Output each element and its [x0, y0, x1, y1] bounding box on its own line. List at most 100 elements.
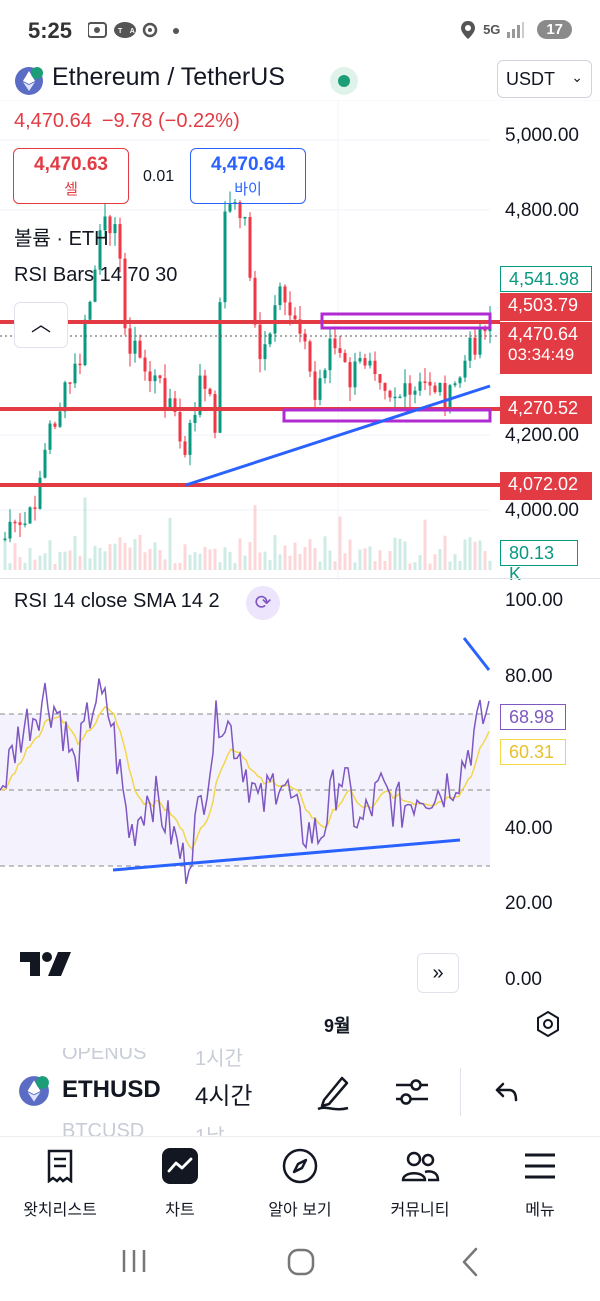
indicator-rsi-label[interactable]: RSI 14 close SMA 14 2: [14, 590, 220, 612]
volume-bar: [253, 505, 257, 570]
candle-body: [263, 344, 267, 360]
candle-body: [438, 383, 442, 393]
candle-body: [83, 319, 87, 366]
volume-bar: [233, 563, 237, 570]
volume-bar: [473, 541, 477, 570]
location-icon: [460, 21, 475, 39]
candle-body: [323, 370, 327, 379]
volume-bar: [213, 548, 217, 570]
ghost-symbol-above: OPENUS: [62, 1048, 147, 1064]
rsi-chart[interactable]: [0, 620, 600, 940]
candle-body: [358, 358, 362, 362]
volume-bar: [458, 560, 462, 570]
rsi-axis-label: 0.00: [505, 969, 542, 990]
recent-apps-icon[interactable]: [120, 1248, 148, 1274]
candle-body: [178, 411, 182, 442]
last-price-tag: 4,470.64: [508, 324, 579, 344]
price-tag-resistance: 4,503.79: [500, 293, 592, 321]
volume-bar: [148, 548, 152, 570]
tradingview-logo-icon: [20, 952, 71, 976]
volume-bar: [343, 553, 347, 570]
volume-bar: [403, 541, 407, 570]
rsi-axis-label: 100.00: [505, 590, 564, 611]
candle-body: [223, 211, 227, 303]
undo-icon[interactable]: [494, 1080, 520, 1104]
toolbar-interval-button[interactable]: 4시간: [195, 1083, 253, 1110]
home-icon[interactable]: [287, 1248, 315, 1276]
candle-body: [443, 383, 447, 409]
candle-body: [388, 390, 392, 398]
notification-icons: TALK: [87, 20, 198, 47]
candle-body: [33, 507, 37, 509]
back-icon[interactable]: [460, 1247, 480, 1277]
volume-bar: [243, 555, 247, 570]
candle-body: [203, 375, 207, 389]
candle-body: [293, 315, 297, 320]
battery-level: 17: [537, 20, 572, 40]
pane-divider[interactable]: [0, 578, 600, 579]
trend-line: [185, 384, 491, 487]
rsi-axis-label: 40.00: [505, 818, 553, 839]
scroll-to-realtime-button[interactable]: »: [417, 953, 459, 993]
volume-tag: 80.13 K: [500, 540, 578, 584]
refresh-icon[interactable]: ⟳: [246, 586, 280, 620]
candle-body: [303, 333, 307, 342]
collapse-indicators-button[interactable]: ︿: [14, 302, 68, 348]
candle-body: [48, 423, 52, 450]
candle-body: [483, 328, 487, 332]
bottom-navigation: [0, 1136, 600, 1223]
price-axis-label: 4,200.00: [505, 425, 579, 446]
currency-select[interactable]: USDT ⌄: [497, 60, 592, 98]
buy-button[interactable]: 4,470.64 바이: [190, 148, 306, 204]
volume-bar: [388, 551, 392, 570]
nav-chart[interactable]: 차트: [120, 1146, 240, 1220]
nav-menu[interactable]: 메뉴: [480, 1146, 600, 1220]
volume-bar: [313, 548, 317, 570]
volume-bar: [268, 559, 272, 570]
candle-body: [253, 277, 257, 325]
candle-body: [353, 361, 357, 388]
volume-bar: [153, 542, 157, 570]
sell-button[interactable]: 4,470.63 셀: [13, 148, 129, 204]
toolbar-divider: [460, 1068, 461, 1116]
nav-explore[interactable]: 알아 보기: [240, 1146, 360, 1220]
nav-watchlist-label: 왓치리스트: [23, 1202, 97, 1219]
candle-body: [298, 319, 302, 334]
candle-body: [43, 449, 47, 478]
volume-bar: [208, 549, 212, 570]
chart-settings-icon[interactable]: [534, 1010, 562, 1038]
candle-body: [73, 363, 77, 384]
volume-bar: [323, 536, 327, 570]
system-navigation: [0, 1222, 600, 1301]
price-chart[interactable]: [0, 100, 600, 580]
volume-bar: [338, 516, 342, 570]
drawing-pen-icon[interactable]: [314, 1072, 352, 1112]
volume-bar: [23, 562, 27, 570]
indicator-volume-label[interactable]: 볼륨 · ETH: [14, 228, 109, 250]
candle-body: [458, 377, 462, 384]
volume-bar: [188, 554, 192, 570]
nav-chart-label: 차트: [165, 1202, 195, 1219]
indicator-rsi-bars-label[interactable]: RSI Bars 14 70 30: [14, 264, 178, 286]
volume-bar: [98, 547, 102, 570]
volume-bar: [448, 561, 452, 570]
candle-body: [413, 390, 417, 395]
nav-watchlist[interactable]: 왓치리스트: [0, 1146, 120, 1220]
candle-body: [168, 398, 172, 409]
volume-bar: [298, 553, 302, 570]
volume-bar: [428, 563, 432, 570]
volume-bar: [123, 542, 127, 570]
symbol-title[interactable]: Ethereum / TetherUS: [52, 63, 285, 91]
volume-bar: [248, 542, 252, 570]
toolbar-symbol-button[interactable]: ETHUSD: [62, 1076, 161, 1103]
candle-body: [328, 338, 332, 371]
status-time: 5:25: [28, 18, 73, 43]
candle-body: [463, 360, 467, 378]
volume-bar: [373, 561, 377, 570]
indicators-sliders-icon[interactable]: [394, 1076, 430, 1108]
volume-bar: [18, 557, 22, 570]
price-axis-label: 4,800.00: [505, 200, 579, 221]
nav-community[interactable]: 커뮤니티: [360, 1146, 480, 1220]
volume-bar: [58, 551, 62, 570]
volume-bar: [468, 537, 472, 570]
